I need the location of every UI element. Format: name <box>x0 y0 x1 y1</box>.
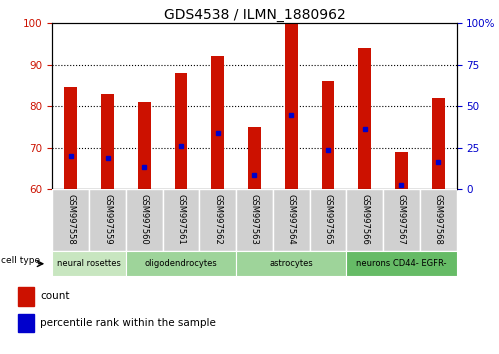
Text: GSM997562: GSM997562 <box>213 194 222 245</box>
Bar <box>309 189 346 251</box>
Text: GSM997568: GSM997568 <box>434 194 443 245</box>
Bar <box>18 287 34 306</box>
Bar <box>346 189 383 251</box>
Bar <box>395 152 408 189</box>
Bar <box>236 189 273 251</box>
Text: GSM997567: GSM997567 <box>397 194 406 245</box>
Text: GSM997558: GSM997558 <box>66 194 75 245</box>
Text: cell type: cell type <box>1 256 40 264</box>
Bar <box>321 81 334 189</box>
Text: GSM997565: GSM997565 <box>323 194 332 245</box>
Text: oligodendrocytes: oligodendrocytes <box>145 259 218 268</box>
Text: neural rosettes: neural rosettes <box>57 259 121 268</box>
Bar <box>432 98 445 189</box>
Bar <box>126 251 236 276</box>
Text: GSM997563: GSM997563 <box>250 194 259 245</box>
Text: neurons CD44- EGFR-: neurons CD44- EGFR- <box>356 259 447 268</box>
Bar <box>52 189 89 251</box>
Bar <box>52 251 126 276</box>
Text: GSM997561: GSM997561 <box>177 194 186 245</box>
Bar <box>346 251 457 276</box>
Bar <box>64 87 77 189</box>
Text: count: count <box>40 291 70 302</box>
Text: astrocytes: astrocytes <box>269 259 313 268</box>
Title: GDS4538 / ILMN_1880962: GDS4538 / ILMN_1880962 <box>164 8 345 22</box>
Bar <box>126 189 163 251</box>
Text: GSM997566: GSM997566 <box>360 194 369 245</box>
Bar <box>285 23 298 189</box>
Bar <box>138 102 151 189</box>
Bar <box>101 94 114 189</box>
Bar <box>358 48 371 189</box>
Bar <box>383 189 420 251</box>
Bar <box>236 251 346 276</box>
Bar <box>248 127 261 189</box>
Bar <box>89 189 126 251</box>
Text: percentile rank within the sample: percentile rank within the sample <box>40 318 216 328</box>
Bar <box>211 56 224 189</box>
Bar <box>200 189 236 251</box>
Bar <box>175 73 188 189</box>
Text: GSM997564: GSM997564 <box>287 194 296 245</box>
Bar <box>420 189 457 251</box>
Text: GSM997559: GSM997559 <box>103 194 112 245</box>
Text: GSM997560: GSM997560 <box>140 194 149 245</box>
Bar <box>163 189 200 251</box>
Bar <box>273 189 309 251</box>
Bar <box>18 314 34 332</box>
